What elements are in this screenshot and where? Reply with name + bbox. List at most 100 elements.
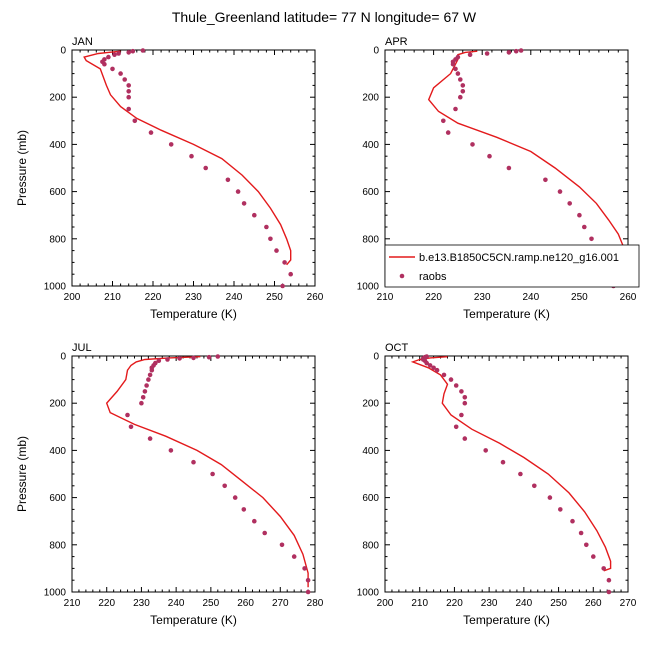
legend-label-model: b.e13.B1850C5CN.ramp.ne120_g16.001 xyxy=(419,252,619,264)
apr-panel-label: APR xyxy=(385,36,408,48)
jan-raobs-point xyxy=(225,177,231,183)
jul-x-tick-label: 270 xyxy=(272,598,289,609)
oct-raobs-point xyxy=(606,577,612,583)
jul-raobs-point xyxy=(142,389,148,394)
jul-x-axis-label: Temperature (K) xyxy=(150,613,237,627)
jul-raobs-point xyxy=(232,495,238,500)
apr-raobs-point xyxy=(487,153,492,159)
jan-raobs-point xyxy=(110,66,115,72)
jul-x-tick-label: 260 xyxy=(237,598,254,609)
jul-y-tick-label: 400 xyxy=(49,446,66,457)
apr-x-tick-label: 250 xyxy=(571,292,588,303)
apr-raobs-point xyxy=(577,212,582,218)
apr-y-tick-label: 800 xyxy=(362,234,379,245)
jul-y-axis-label: Pressure (mb) xyxy=(15,436,29,512)
jul-raobs-point xyxy=(125,412,130,418)
apr-x-tick-label: 210 xyxy=(377,292,394,303)
jul-raobs-point xyxy=(210,471,215,477)
oct-x-tick-label: 260 xyxy=(585,598,602,609)
jul-raobs-point xyxy=(191,459,196,465)
jan-raobs-point xyxy=(280,283,285,289)
apr-raobs-point xyxy=(582,224,587,230)
oct-raobs-point xyxy=(434,367,440,373)
jul-panel-label: JUL xyxy=(72,342,92,354)
jul-raobs-point xyxy=(191,355,196,361)
apr-x-tick-label: 220 xyxy=(425,292,442,303)
jul-y-tick-label: 200 xyxy=(49,399,66,410)
jul-raobs-point xyxy=(146,377,151,382)
apr-raobs-point xyxy=(458,94,463,100)
jan-raobs-point xyxy=(203,165,208,171)
jan-x-tick-label: 250 xyxy=(266,292,283,303)
jul-model-line xyxy=(105,356,309,588)
oct-raobs-point xyxy=(441,372,447,378)
apr-raobs-point xyxy=(506,50,512,55)
jan-raobs-point xyxy=(274,248,279,253)
jul-y-tick-label: 0 xyxy=(60,352,66,363)
jan-raobs-point xyxy=(118,71,123,76)
apr-y-tick-label: 400 xyxy=(362,140,379,151)
jan-raobs-point xyxy=(288,271,294,277)
oct-raobs-point xyxy=(431,365,436,371)
jan-raobs-point xyxy=(140,48,146,53)
oct-raobs-point xyxy=(462,436,468,441)
jan-y-tick-label: 800 xyxy=(49,234,66,245)
jul-raobs-point xyxy=(206,354,212,360)
jul-raobs-point xyxy=(262,530,268,536)
jan-raobs-point xyxy=(106,54,111,60)
oct-raobs-point xyxy=(427,363,433,368)
apr-y-tick-label: 1000 xyxy=(357,282,380,293)
jan-raobs-point xyxy=(102,61,107,67)
jan-raobs-point xyxy=(148,130,154,135)
oct-raobs-point xyxy=(459,412,464,418)
jan-raobs-point xyxy=(264,224,269,230)
apr-raobs-point xyxy=(567,201,572,206)
jan-x-tick-label: 200 xyxy=(64,292,81,303)
apr-x-tick-label: 260 xyxy=(620,292,637,303)
oct-raobs-point xyxy=(547,495,553,500)
apr-y-tick-label: 0 xyxy=(373,46,379,57)
oct-x-tick-label: 270 xyxy=(620,598,637,609)
oct-raobs-point xyxy=(591,554,596,559)
oct-panel-label: OCT xyxy=(385,342,409,354)
jul-raobs-point xyxy=(252,518,257,524)
oct-x-tick-label: 230 xyxy=(481,598,498,609)
jul-raobs-point xyxy=(215,354,221,359)
jan-raobs-point xyxy=(235,189,241,194)
oct-y-tick-label: 800 xyxy=(362,540,379,551)
jul-raobs-point xyxy=(305,577,311,583)
jan-y-tick-label: 400 xyxy=(49,140,66,151)
jan-raobs-point xyxy=(132,118,138,124)
oct-y-tick-label: 200 xyxy=(362,399,379,410)
jul-raobs-point xyxy=(222,483,227,489)
oct-raobs-point xyxy=(453,383,459,388)
jul-raobs-point xyxy=(165,357,170,362)
apr-raobs-point xyxy=(557,189,563,194)
apr-raobs-point xyxy=(484,51,490,56)
jul-x-tick-label: 280 xyxy=(307,598,324,609)
apr-y-tick-label: 600 xyxy=(362,187,379,198)
jan-y-axis-label: Pressure (mb) xyxy=(15,130,29,206)
apr-raobs-point xyxy=(518,48,524,53)
oct-raobs-point xyxy=(584,542,589,548)
jan-panel-label: JAN xyxy=(72,36,93,48)
oct-raobs-point xyxy=(448,377,454,382)
oct-x-axis-label: Temperature (K) xyxy=(463,613,550,627)
apr-raobs-point xyxy=(455,71,461,76)
apr-raobs-point xyxy=(441,118,446,124)
jan-raobs-point xyxy=(168,142,174,147)
oct-raobs-point xyxy=(462,400,468,406)
figure-title: Thule_Greenland latitude= 77 N longitude… xyxy=(172,9,477,25)
oct-raobs-point xyxy=(483,448,489,453)
jul-y-tick-label: 1000 xyxy=(44,588,67,599)
oct-raobs-point xyxy=(558,507,563,512)
jul-raobs-point xyxy=(177,356,182,361)
oct-x-tick-label: 210 xyxy=(411,598,428,609)
jul-raobs-point xyxy=(147,436,153,441)
jan-raobs-point xyxy=(268,236,273,242)
jan-x-tick-label: 240 xyxy=(226,292,243,303)
apr-y-tick-label: 200 xyxy=(362,93,379,104)
oct-raobs-point xyxy=(500,459,506,465)
apr-raobs-point xyxy=(506,165,512,171)
